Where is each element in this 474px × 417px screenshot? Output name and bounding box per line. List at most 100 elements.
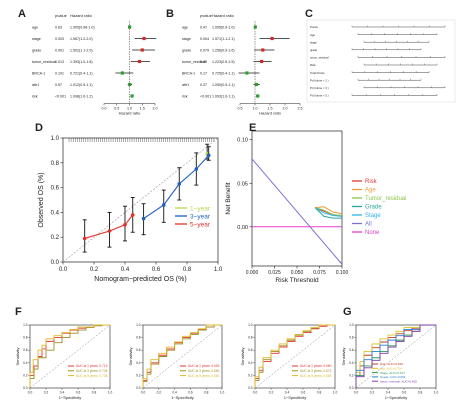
forest-header-pvalue: pvalue <box>200 13 213 18</box>
roc-y-tick-label: 0.4 <box>349 361 354 365</box>
roc-y-tick-label: 0.8 <box>349 336 354 340</box>
nomogram-row-label: Pr( futime < 3 ) <box>310 86 329 90</box>
nomogram-row-label: Points <box>310 25 318 29</box>
forest-row-hr: 1.005(0.9-1.0) <box>212 26 235 30</box>
calibration-y-tick-label: 0.6 <box>51 186 60 192</box>
forest-x-tick-label: 1.5 <box>140 107 145 111</box>
roc-legend-label: AUC at 5 years: 0.738 <box>76 374 108 378</box>
calibration-x-label: Nomogram−predicted OS (%) <box>94 276 186 283</box>
roc-y-tick-label: 0.8 <box>248 336 253 340</box>
roc-x-tick-label: 0.6 <box>76 391 81 395</box>
roc-x-tick-label: 0.6 <box>188 391 193 395</box>
roc-y-tick-label: 0.0 <box>23 386 28 390</box>
roc-x-label: 1−Specificity <box>59 395 82 400</box>
roc-x-tick-label: 0.0 <box>354 391 359 395</box>
forest-x-tick-label: 1.0 <box>253 107 258 111</box>
dca-x-tick-label: 0.050 <box>291 270 304 276</box>
nomogram-row-label: stage <box>310 40 317 44</box>
forest-row-hr: 1.050(0.9-1.1) <box>212 83 235 87</box>
roc-y-tick-label: 1.0 <box>349 323 354 327</box>
forest-row-pvalue: 0.37 <box>200 83 207 87</box>
forest-hr-marker <box>261 48 265 52</box>
roc-x-tick-label: 0.6 <box>402 391 407 395</box>
calibration-legend-label: 3−year <box>190 214 211 221</box>
forest-x-tick-label: 1.5 <box>268 107 273 111</box>
roc-y-tick-label: 0.4 <box>136 361 141 365</box>
calibration-point <box>177 182 182 186</box>
roc-x-tick-label: 0.2 <box>269 391 274 395</box>
forest-row-hr: 1.502(1.1-2.0) <box>70 49 93 53</box>
calibration-point <box>107 229 112 233</box>
dca-legend-label: Age <box>365 188 376 194</box>
forest-hr-marker <box>142 36 146 41</box>
roc-x-tick-label: 0.0 <box>253 391 258 395</box>
roc-x-tick-label: 0.0 <box>141 391 146 395</box>
roc-x-tick-label: 1.0 <box>220 391 225 395</box>
dca-series-line <box>251 158 343 265</box>
roc-y-tick-label: 1.0 <box>23 323 28 327</box>
dca-legend-label: Tumor_residual <box>365 196 406 202</box>
forest-row-label: risk <box>182 95 188 99</box>
roc-y-tick-label: 1.0 <box>136 323 141 327</box>
nomogram-frame <box>306 19 456 103</box>
roc-y-tick-label: 0.4 <box>248 361 253 365</box>
forest-row-hr: 1.093(1.0-1.1) <box>212 95 235 99</box>
roc-x-tick-label: 0.0 <box>28 391 33 395</box>
forest-x-tick-label: 2.0 <box>283 107 288 111</box>
forest-row-hr: 1.256(0.9-1.6) <box>212 49 235 53</box>
roc-legend-label: AUC at 1 years: 0.653 <box>188 364 220 368</box>
roc-x-tick-label: 1.0 <box>434 391 439 395</box>
roc-plot-area <box>254 324 336 389</box>
forest-hr-marker <box>254 82 259 87</box>
forest-row-label: BRCA-1 <box>182 72 195 76</box>
roc-legend-label: AUC at 1 years: 0.719 <box>76 364 108 368</box>
forest-x-label: Hazard ratio <box>119 111 142 116</box>
roc-x-tick-label: 1.0 <box>333 391 338 395</box>
roc-diagonal <box>29 324 111 389</box>
forest-hr-marker <box>270 36 274 41</box>
forest-row-hr: 1.098(1.0-1.2) <box>70 95 93 99</box>
forest-x-label: Hazard ratio <box>259 111 282 116</box>
dca-legend-label: All <box>365 222 372 228</box>
forest-x-tick-label: 2.0 <box>153 107 158 111</box>
forest-row-label: stage <box>182 37 191 41</box>
roc-x-label: 1−Specificity <box>385 395 408 400</box>
calibration-x-tick-label: 0.2 <box>90 267 99 273</box>
dca-x-tick-label: 0.075 <box>313 270 326 276</box>
roc-legend-label: AUC at 1 years: 0.660 <box>300 364 332 368</box>
forest-row-hr: 1.393(1.0-1.8) <box>70 60 93 64</box>
forest-row-hr: 1.223(0.9-1.5) <box>212 60 235 64</box>
roc-legend-label: AUC at 3 years: 0.725 <box>76 369 108 373</box>
roc-legend-label: Grade, AUC=0.681 <box>380 375 406 379</box>
dca-y-tick-label: 0.10 <box>237 138 248 144</box>
roc-x-tick-label: 0.4 <box>386 391 391 395</box>
roc-x-tick-label: 0.8 <box>92 391 97 395</box>
roc-y-label: Sensitivity <box>128 347 133 365</box>
panel-label-d: D <box>35 122 43 134</box>
roc-curve <box>142 324 222 388</box>
dca-x-tick-label: 0.100 <box>336 270 349 276</box>
forest-x-tick-label: 2.5 <box>298 107 303 111</box>
roc-y-tick-label: 0.8 <box>23 336 28 340</box>
forest-row-hr: 1.012(0.9-1.1) <box>70 83 93 87</box>
roc-diagonal <box>254 324 336 389</box>
forest-x-tick-label: 0.5 <box>114 107 119 111</box>
forest-row-pvalue: 0.013 <box>55 60 64 64</box>
calibration-y-tick-label: 0.0 <box>51 260 60 266</box>
calibration-y-label: Observed OS (%) <box>38 172 45 227</box>
panel-label-e: E <box>249 122 257 134</box>
calibration-y-tick-label: 0.8 <box>51 161 60 167</box>
forest-x-tick-label: 0.5 <box>238 107 243 111</box>
dca-legend-label: Grade <box>365 205 382 211</box>
calibration-y-tick-label: 0.4 <box>51 210 60 216</box>
roc-legend-label: AUC at 5 years: 0.684 <box>300 374 332 378</box>
roc-y-tick-label: 0.8 <box>136 336 141 340</box>
dca-series-line <box>314 206 343 215</box>
roc-legend-label: tumor_residual, AUC=0.600 <box>380 379 417 383</box>
forest-hr-marker <box>120 71 124 75</box>
forest-row-pvalue: 0.079 <box>200 49 209 53</box>
forest-row-label: attr1 <box>182 83 189 87</box>
roc-curve <box>29 324 110 388</box>
roc-curve <box>254 324 335 388</box>
